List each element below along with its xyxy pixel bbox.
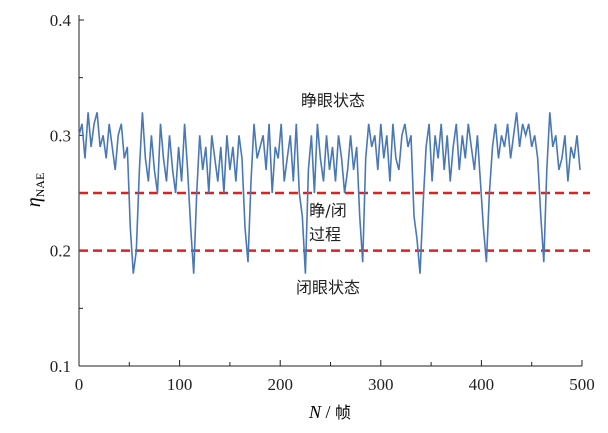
x-tick-label: 0 xyxy=(75,375,84,394)
annotation-transition-1: 睁/闭 xyxy=(309,201,346,220)
x-axis-label: N / 帧 xyxy=(308,402,351,422)
x-tick-label: 200 xyxy=(267,375,293,394)
y-axis-label: ηNAE xyxy=(23,173,47,208)
y-tick-label: 0.4 xyxy=(50,11,72,30)
x-tick-label: 400 xyxy=(469,375,495,394)
annotation-closed-eye: 闭眼状态 xyxy=(296,278,360,297)
y-tick-label: 0.2 xyxy=(50,242,71,261)
x-tick-label: 300 xyxy=(368,375,394,394)
threshold-lines xyxy=(79,191,590,252)
annotation-open-eye: 睁眼状态 xyxy=(301,91,365,110)
x-tick-label: 100 xyxy=(167,375,193,394)
annotation-transition-2: 过程 xyxy=(309,225,341,244)
x-tick-label: 500 xyxy=(569,375,595,394)
y-tick-label: 0.1 xyxy=(50,357,71,376)
axes: 0 100 200 300 400 500 0.1 0.2 0.3 0.4 xyxy=(50,11,595,394)
series-line xyxy=(78,112,581,274)
y-tick-label: 0.3 xyxy=(50,126,71,145)
